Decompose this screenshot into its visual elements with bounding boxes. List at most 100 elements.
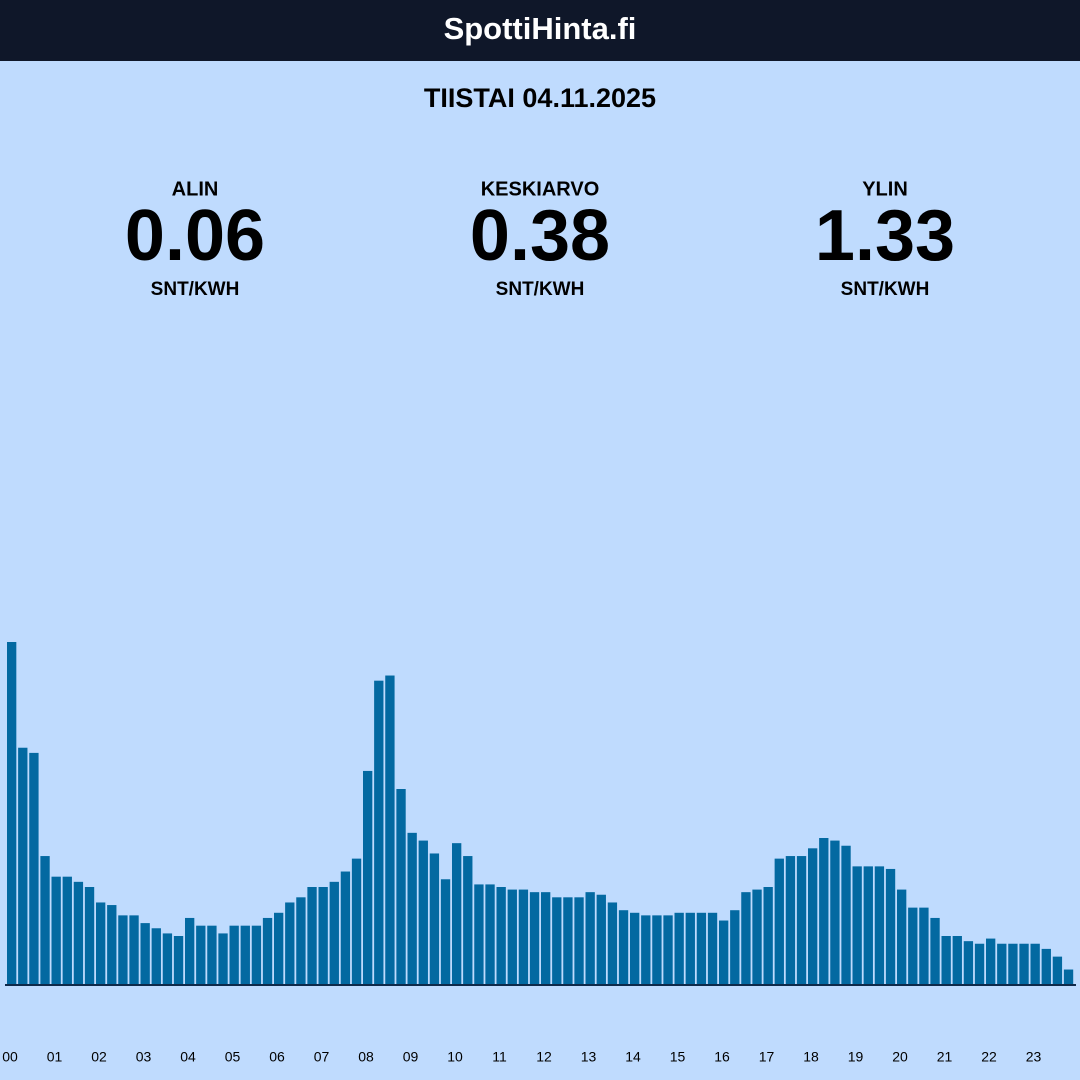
bar — [863, 866, 873, 985]
bar — [7, 642, 17, 985]
bar — [274, 912, 284, 985]
bar — [518, 889, 529, 985]
site-title: SpottiHinta.fi — [444, 11, 637, 46]
bar — [819, 838, 829, 985]
bar — [1041, 948, 1051, 985]
date: TIISTAI 04.11.2025 — [424, 83, 656, 113]
stat-unit: SNT/KWH — [151, 279, 240, 300]
bar — [941, 936, 951, 985]
bar — [974, 943, 985, 985]
stat-label: KESKIARVO — [481, 178, 600, 200]
x-tick-label: 23 — [1026, 1049, 1042, 1065]
bar — [596, 894, 606, 985]
bar — [385, 675, 395, 985]
x-tick-label: 04 — [180, 1049, 196, 1065]
header-bar — [0, 0, 1080, 61]
x-tick-label: 09 — [403, 1049, 419, 1065]
stat-unit: SNT/KWH — [841, 279, 930, 300]
x-tick-label: 00 — [2, 1049, 18, 1065]
stat-value: 1.33 — [815, 196, 955, 276]
bar — [463, 856, 473, 985]
bar — [741, 892, 751, 985]
bar — [652, 915, 662, 985]
bar — [407, 832, 417, 985]
bar — [51, 876, 61, 985]
bar — [229, 925, 239, 985]
bar — [196, 925, 206, 985]
bar — [485, 884, 495, 985]
bar — [930, 917, 940, 985]
bar — [118, 915, 128, 985]
bar — [663, 915, 673, 985]
bar — [852, 866, 862, 985]
bar — [151, 928, 161, 985]
x-tick-label: 06 — [269, 1049, 285, 1065]
bar — [763, 887, 773, 985]
bar — [719, 920, 729, 985]
bar — [374, 680, 384, 985]
x-tick-label: 22 — [981, 1049, 997, 1065]
bar — [696, 912, 707, 985]
bar — [752, 889, 762, 985]
bar — [1030, 943, 1040, 985]
bar — [607, 902, 618, 985]
x-tick-label: 10 — [447, 1049, 463, 1065]
bar — [507, 889, 517, 985]
bar — [630, 912, 640, 985]
bar — [396, 789, 406, 985]
bar — [1019, 943, 1029, 985]
bar — [496, 887, 506, 985]
bar — [285, 902, 295, 985]
x-tick-label: 18 — [803, 1049, 819, 1065]
bar — [796, 856, 807, 985]
stat-unit: SNT/KWH — [496, 279, 585, 300]
bar — [351, 858, 362, 985]
bar — [307, 887, 317, 985]
bar — [563, 897, 573, 985]
x-tick-label: 15 — [670, 1049, 686, 1065]
bar — [40, 856, 50, 985]
bar — [1052, 956, 1063, 985]
x-tick-label: 19 — [848, 1049, 864, 1065]
bar — [997, 943, 1007, 985]
bar — [207, 925, 217, 985]
bar — [218, 933, 228, 985]
x-tick-label: 02 — [91, 1049, 107, 1065]
bar — [1063, 969, 1074, 985]
bar — [452, 843, 462, 985]
x-tick-label: 03 — [136, 1049, 152, 1065]
bar — [808, 848, 818, 985]
bar — [84, 887, 95, 985]
bar — [986, 938, 996, 985]
bar — [1008, 943, 1018, 985]
bar — [418, 840, 428, 985]
bar — [618, 910, 629, 985]
bar — [296, 897, 306, 985]
x-tick-label: 08 — [358, 1049, 374, 1065]
x-tick-label: 13 — [581, 1049, 597, 1065]
bar — [919, 907, 929, 985]
bar — [574, 897, 584, 985]
bar — [841, 845, 851, 985]
bar — [73, 881, 84, 985]
bar — [963, 941, 974, 985]
bar — [541, 892, 551, 985]
bar — [641, 915, 651, 985]
bar — [96, 902, 106, 985]
x-tick-label: 12 — [536, 1049, 552, 1065]
bar — [897, 889, 907, 985]
x-tick-label: 11 — [492, 1049, 507, 1065]
bar — [162, 933, 173, 985]
x-tick-label: 21 — [937, 1049, 953, 1065]
bar — [474, 884, 484, 985]
stat-label: ALIN — [172, 178, 219, 200]
bar — [318, 887, 328, 985]
bar — [674, 912, 684, 985]
bar — [129, 915, 139, 985]
bar — [952, 936, 962, 985]
bar — [730, 910, 740, 985]
x-tick-label: 07 — [314, 1049, 330, 1065]
